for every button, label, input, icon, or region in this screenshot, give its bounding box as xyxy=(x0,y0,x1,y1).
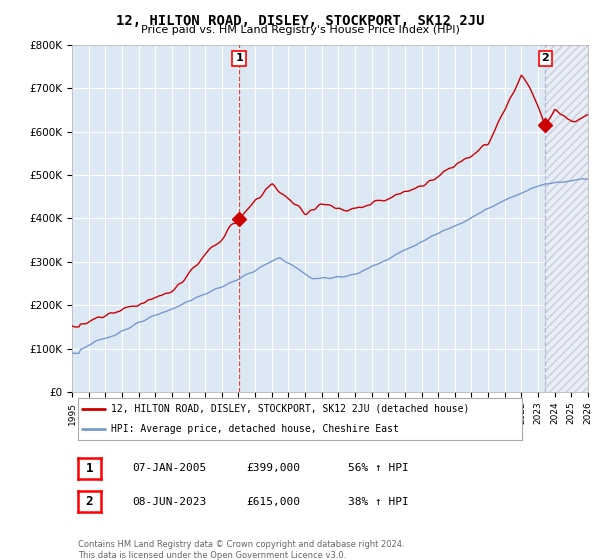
Text: 07-JAN-2005: 07-JAN-2005 xyxy=(132,463,206,473)
Text: 1: 1 xyxy=(86,461,93,475)
Text: 12, HILTON ROAD, DISLEY, STOCKPORT, SK12 2JU (detached house): 12, HILTON ROAD, DISLEY, STOCKPORT, SK12… xyxy=(112,404,470,414)
Text: £399,000: £399,000 xyxy=(246,463,300,473)
Text: HPI: Average price, detached house, Cheshire East: HPI: Average price, detached house, Ches… xyxy=(112,424,399,434)
Text: Contains HM Land Registry data © Crown copyright and database right 2024.
This d: Contains HM Land Registry data © Crown c… xyxy=(78,540,404,560)
Text: 12, HILTON ROAD, DISLEY, STOCKPORT, SK12 2JU: 12, HILTON ROAD, DISLEY, STOCKPORT, SK12… xyxy=(116,14,484,28)
Text: 2: 2 xyxy=(542,54,549,63)
Text: Price paid vs. HM Land Registry's House Price Index (HPI): Price paid vs. HM Land Registry's House … xyxy=(140,25,460,35)
Bar xyxy=(545,45,588,392)
Text: £615,000: £615,000 xyxy=(246,497,300,507)
Text: 56% ↑ HPI: 56% ↑ HPI xyxy=(348,463,409,473)
Text: 38% ↑ HPI: 38% ↑ HPI xyxy=(348,497,409,507)
Text: 2: 2 xyxy=(86,495,93,508)
Text: 1: 1 xyxy=(235,54,243,63)
Text: 08-JUN-2023: 08-JUN-2023 xyxy=(132,497,206,507)
